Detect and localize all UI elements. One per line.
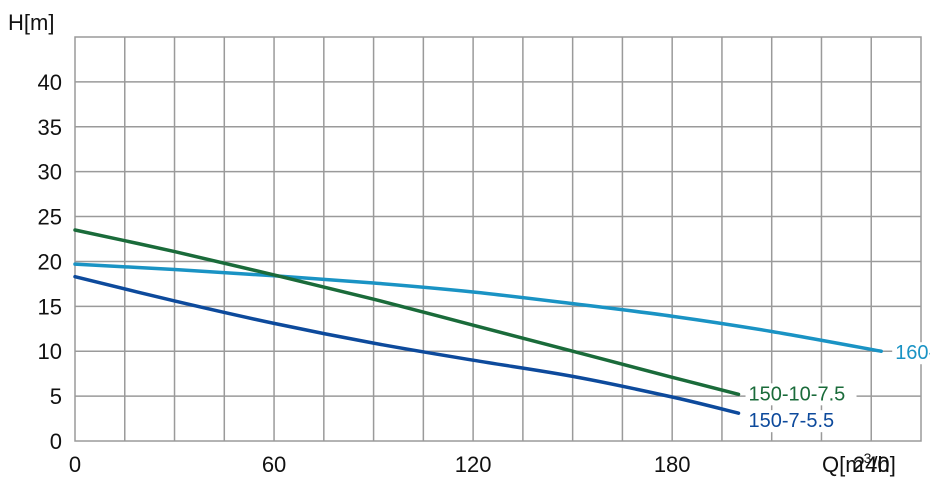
plot-frame [74, 36, 922, 442]
x-tick-label: 60 [262, 452, 286, 477]
series-label-150-7-5.5: 150-7-5.5 [749, 410, 835, 432]
x-tick-label: 240 [853, 452, 890, 477]
y-tick-label: 30 [38, 160, 62, 185]
y-tick-label: 15 [38, 294, 62, 319]
y-tick-label: 10 [38, 339, 62, 364]
y-tick-label: 25 [38, 205, 62, 230]
y-tick-label: 40 [38, 70, 62, 95]
series-label-150-10-7.5: 150-10-7.5 [749, 383, 846, 405]
series-line-150-7-5.5 [73, 274, 741, 415]
x-tick-label: 120 [455, 452, 492, 477]
series-line-160-15-11 [73, 262, 883, 353]
x-tick-label: 180 [654, 452, 691, 477]
grid [74, 36, 922, 442]
y-tick-label: 5 [50, 384, 62, 409]
series-labels: 160-15-11 150-10-7.5 150-7-5.5 [745, 342, 930, 433]
y-tick-label: 20 [38, 249, 62, 274]
y-tick-label: 0 [50, 429, 62, 454]
y-axis-ticks: 0 5 10 15 20 25 30 35 40 [38, 70, 62, 454]
x-axis-label-main: Q[m [822, 452, 864, 477]
y-axis-label: H[m] [8, 10, 54, 35]
y-tick-label: 35 [38, 115, 62, 140]
series-line-150-10-7.5 [73, 228, 741, 397]
x-axis-label-tail: /h] [871, 452, 895, 477]
x-axis-label-superscript: 3 [864, 450, 872, 466]
x-tick-label: 0 [69, 452, 81, 477]
series-label-background [745, 410, 847, 433]
series-label-background [745, 383, 857, 406]
series-label-background [892, 342, 930, 365]
x-axis-ticks: 0 60 120 180 240 [69, 452, 890, 477]
x-axis-label: Q[m3/h] [822, 450, 896, 477]
series-label-160-15-11: 160-15-11 [895, 342, 930, 364]
series-lines [73, 228, 883, 415]
